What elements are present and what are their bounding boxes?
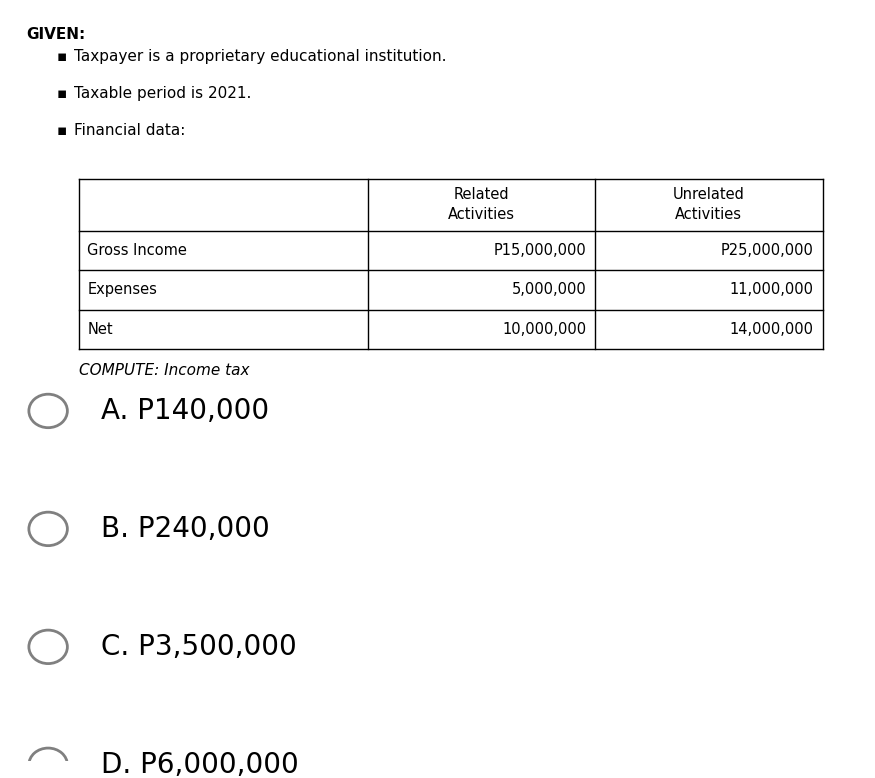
Text: Expenses: Expenses — [88, 282, 158, 297]
Text: B. P240,000: B. P240,000 — [101, 515, 270, 543]
Text: Gross Income: Gross Income — [88, 243, 187, 258]
Text: P25,000,000: P25,000,000 — [721, 243, 814, 258]
Text: A. P140,000: A. P140,000 — [101, 397, 269, 425]
Text: D. P6,000,000: D. P6,000,000 — [101, 751, 298, 778]
Text: Related
Activities: Related Activities — [448, 187, 514, 222]
Text: Unrelated
Activities: Unrelated Activities — [673, 187, 745, 222]
Text: Taxable period is 2021.: Taxable period is 2021. — [74, 86, 252, 101]
Text: Financial data:: Financial data: — [74, 122, 186, 138]
Text: GIVEN:: GIVEN: — [26, 26, 86, 42]
Text: 11,000,000: 11,000,000 — [730, 282, 814, 297]
Text: 10,000,000: 10,000,000 — [502, 322, 586, 337]
Text: 14,000,000: 14,000,000 — [730, 322, 814, 337]
Text: 5,000,000: 5,000,000 — [512, 282, 586, 297]
Text: ▪: ▪ — [57, 122, 67, 138]
Text: P15,000,000: P15,000,000 — [493, 243, 586, 258]
Text: COMPUTE: Income tax: COMPUTE: Income tax — [79, 363, 249, 378]
Text: ▪: ▪ — [57, 86, 67, 101]
Text: Taxpayer is a proprietary educational institution.: Taxpayer is a proprietary educational in… — [74, 50, 447, 65]
Text: ▪: ▪ — [57, 50, 67, 65]
Text: Net: Net — [88, 322, 113, 337]
Text: C. P3,500,000: C. P3,500,000 — [101, 633, 297, 661]
